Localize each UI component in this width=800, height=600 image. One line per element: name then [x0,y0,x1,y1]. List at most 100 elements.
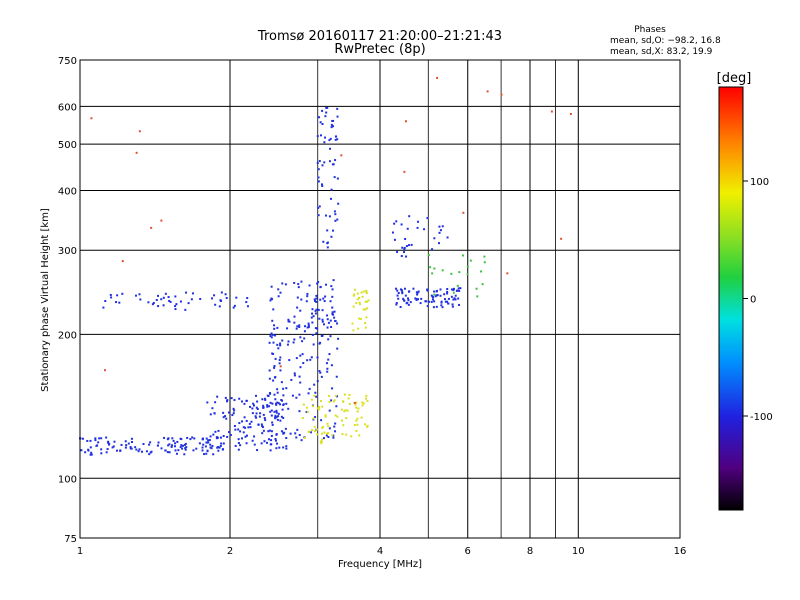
echo-point [500,93,503,96]
echo-point [438,225,441,228]
echo-point [342,400,345,403]
echo-point [271,333,274,336]
echo-point [175,452,178,455]
echo-point [331,163,334,166]
echo-point [245,301,248,304]
echo-point [450,288,453,291]
echo-point [290,378,293,381]
echo-point [314,312,317,315]
echo-point [360,416,363,419]
echo-point [446,290,449,293]
echo-point [86,439,89,442]
echo-point [438,231,441,234]
echo-point [279,356,282,359]
echo-point [116,294,119,297]
echo-point [317,176,320,179]
echo-point [241,437,244,440]
echo-point [234,444,237,447]
colorbar [718,86,744,511]
echo-point [353,423,356,426]
echo-point [276,418,279,421]
echo-point [211,407,214,410]
echo-point [412,287,415,290]
echo-point [324,115,327,118]
echo-point [458,271,461,274]
echo-point [317,168,320,171]
echo-point [244,435,247,438]
echo-point [129,447,132,450]
echo-point [268,429,271,432]
echo-point [168,299,171,302]
echo-point [148,453,151,456]
echo-point [233,399,236,402]
echo-point [426,288,429,291]
echo-point [97,441,100,444]
echo-point [324,136,327,139]
echo-point [354,403,357,406]
echo-point [362,402,365,405]
echo-point [439,294,442,297]
echo-point [316,380,319,383]
echo-point [326,422,329,425]
echo-point [452,289,455,292]
echo-point [164,449,167,452]
echo-point [325,432,328,435]
echo-point [367,299,370,302]
echo-point [327,425,330,428]
echo-point [251,439,254,442]
echo-point [80,449,83,452]
echo-point [393,238,396,241]
echo-point [352,305,355,308]
echo-point [318,317,321,320]
echo-point [326,326,329,329]
echo-point [328,427,331,430]
echo-point [316,327,319,330]
echo-point [212,453,215,456]
echo-point [446,292,449,295]
echo-point [334,320,337,323]
echo-point [224,396,227,399]
y-tick-label: 100 [58,474,77,485]
echo-point [416,220,419,223]
echo-point [298,326,301,329]
echo-point [162,304,165,307]
echo-point [402,297,405,300]
echo-point [251,407,254,410]
echo-point [277,295,280,298]
echo-point [332,313,335,316]
echo-point [252,402,255,405]
echo-point [325,434,328,437]
echo-point [430,294,433,297]
echo-point [289,432,292,435]
echo-point [189,438,192,441]
echo-point [216,446,219,449]
echo-point [235,296,238,299]
echo-point [270,285,273,288]
echo-point [319,298,322,301]
echo-point [395,287,398,290]
echo-point [454,298,457,301]
echo-point [254,415,257,418]
echo-point [238,397,241,400]
echo-point [209,446,212,449]
echo-point [237,428,240,431]
echo-point [233,409,236,412]
echo-point [441,306,444,309]
echo-point [214,430,217,433]
echo-point [246,297,249,300]
echo-point [100,448,103,451]
echo-point [87,449,90,452]
echo-point [245,434,248,437]
echo-point [285,445,288,448]
echo-point [279,403,282,406]
echo-point [255,406,258,409]
echo-point [304,436,307,439]
echo-point [164,292,167,295]
echo-point [313,298,316,301]
echo-point [275,403,278,406]
echo-point [321,425,324,428]
echo-point [282,416,285,419]
echo-point [282,446,285,449]
echo-point [295,357,298,360]
echo-point [313,416,316,419]
